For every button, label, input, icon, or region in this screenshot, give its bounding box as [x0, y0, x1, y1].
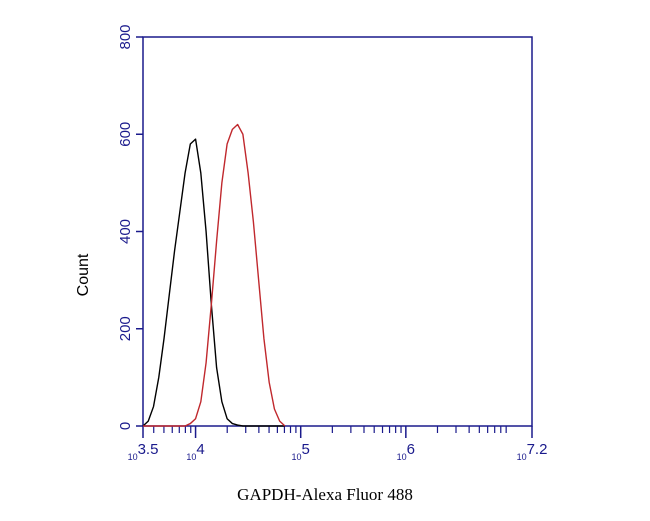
x-tick-base: 10	[128, 452, 138, 462]
x-tick-power: 4	[196, 441, 204, 458]
histogram-line	[142, 138, 285, 427]
y-tick-label: 200	[117, 316, 134, 341]
y-tick-label: 400	[117, 219, 134, 244]
x-tick-base: 10	[186, 452, 196, 462]
x-tick-label: 103.5	[128, 441, 159, 462]
x-tick-base: 10	[292, 452, 302, 462]
y-tick-label: 600	[117, 122, 134, 147]
y-tick-label: 800	[117, 24, 134, 49]
plot-frame	[142, 36, 533, 427]
x-tick-label: 104	[186, 441, 204, 462]
x-tick-base: 10	[517, 452, 527, 462]
x-tick-base: 10	[397, 452, 407, 462]
x-tick-power: 3.5	[138, 441, 159, 458]
x-axis-label: GAPDH-Alexa Fluor 488	[237, 485, 413, 504]
y-axis-label: Count	[75, 253, 92, 296]
x-tick-power: 6	[407, 441, 415, 458]
histogram-line	[143, 123, 286, 427]
x-tick-label: 106	[397, 441, 415, 462]
x-tick-label: 107.2	[517, 441, 548, 462]
x-tick-power: 5	[302, 441, 310, 458]
y-tick-label: 0	[117, 422, 134, 430]
x-tick-label: 105	[292, 441, 310, 462]
x-tick-power: 7.2	[527, 441, 548, 458]
